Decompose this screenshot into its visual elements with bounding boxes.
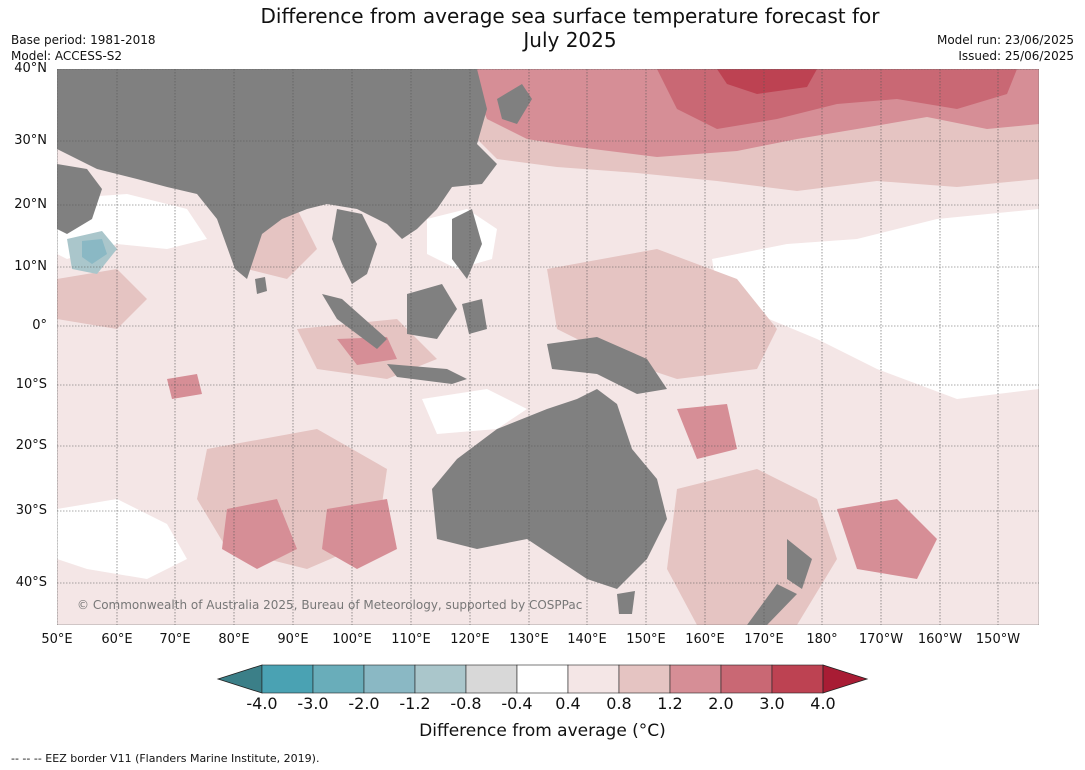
colorbar-tick-label: 0.4 bbox=[555, 694, 581, 713]
colorbar-segment bbox=[312, 664, 365, 694]
colorbar-segment bbox=[618, 664, 671, 694]
model-name: Model: ACCESS-S2 bbox=[11, 49, 123, 63]
base-period: Base period: 1981-2018 bbox=[11, 33, 156, 47]
land-java bbox=[387, 364, 467, 384]
colorbar-label: Difference from average (°C) bbox=[419, 721, 666, 741]
latitude-label: 10°N bbox=[14, 259, 47, 274]
latitude-label: 40°N bbox=[14, 61, 47, 76]
meta-right: Model run: 23/06/2025 Issued: 25/06/2025 bbox=[937, 32, 1074, 64]
colorbar-tick-label: 0.8 bbox=[606, 694, 632, 713]
anomaly-2-indian-center bbox=[322, 499, 397, 569]
eez-footnote: -- -- -- EEZ border V11 (Flanders Marine… bbox=[11, 752, 320, 765]
longitude-label: 110°E bbox=[391, 632, 431, 647]
longitude-label: 170°W bbox=[858, 632, 904, 647]
longitude-label: 50°E bbox=[41, 632, 73, 647]
warm-patch-tasman bbox=[667, 469, 837, 625]
colorbar-extend-low bbox=[216, 664, 263, 694]
colorbar-segment bbox=[465, 664, 518, 694]
latitude-label: 10°S bbox=[15, 377, 47, 392]
sst-anomaly-map: © Commonwealth of Australia 2025, Bureau… bbox=[57, 69, 1039, 625]
longitude-label: 170°E bbox=[744, 632, 784, 647]
colorbar-segment bbox=[771, 664, 824, 694]
graticule bbox=[57, 69, 1039, 625]
longitude-label: 160°E bbox=[685, 632, 725, 647]
anomaly-4-north bbox=[717, 69, 817, 94]
warm-patch-arabian bbox=[57, 269, 147, 329]
longitude-label: 120°E bbox=[450, 632, 490, 647]
longitude-label: 160°W bbox=[917, 632, 963, 647]
colorbar-tick-label: 3.0 bbox=[759, 694, 785, 713]
land-australia bbox=[432, 389, 667, 589]
land-new-guinea bbox=[547, 337, 667, 394]
longitude-label: 60°E bbox=[101, 632, 133, 647]
colorbar-segment bbox=[567, 664, 620, 694]
land-sri-lanka bbox=[255, 277, 267, 294]
colorbar-tick-label: -2.0 bbox=[348, 694, 380, 713]
landmasses bbox=[57, 69, 812, 625]
longitude-label: 100°E bbox=[332, 632, 372, 647]
colorbar-segment bbox=[261, 664, 314, 694]
longitude-label: 130°E bbox=[509, 632, 549, 647]
colorbar-segment bbox=[669, 664, 722, 694]
colorbar-tick-label: -0.8 bbox=[450, 694, 482, 713]
title-line-1: Difference from average sea surface temp… bbox=[260, 4, 880, 28]
title-line-2: July 2025 bbox=[523, 28, 617, 52]
anomaly-2-sw-indian bbox=[222, 499, 297, 569]
colorbar-segment bbox=[516, 664, 569, 694]
latitude-label: 0° bbox=[32, 318, 47, 333]
land-tasmania bbox=[617, 591, 635, 614]
latitude-label: 30°N bbox=[14, 133, 47, 148]
colorbar bbox=[216, 664, 869, 694]
colorbar-tick-label: 4.0 bbox=[810, 694, 836, 713]
colorbar-tick-label: -3.0 bbox=[297, 694, 329, 713]
longitude-label: 150°W bbox=[975, 632, 1021, 647]
colorbar-segment bbox=[363, 664, 416, 694]
land-arabia bbox=[57, 164, 102, 234]
longitude-label: 80°E bbox=[218, 632, 250, 647]
issued-date: Issued: 25/06/2025 bbox=[958, 49, 1074, 63]
colorbar-tick-label: -1.2 bbox=[399, 694, 431, 713]
neutral-wa bbox=[422, 389, 527, 434]
colorbar-extend-high bbox=[822, 664, 869, 694]
land-japan bbox=[497, 84, 532, 124]
longitude-label: 90°E bbox=[277, 632, 309, 647]
latitude-label: 20°N bbox=[14, 197, 47, 212]
anomaly-2-tasman bbox=[677, 404, 737, 459]
neutral-central-pacific bbox=[712, 209, 1039, 399]
land-asia bbox=[57, 69, 497, 279]
latitude-label: 40°S bbox=[15, 575, 47, 590]
longitude-label: 180° bbox=[806, 632, 838, 647]
colorbar-tick-label: 2.0 bbox=[708, 694, 734, 713]
anomaly-2-south-pacific bbox=[837, 499, 937, 579]
land-nz-south bbox=[747, 584, 797, 625]
latitude-label: 20°S bbox=[15, 438, 47, 453]
land-philippines bbox=[452, 209, 482, 279]
longitude-label: 150°E bbox=[626, 632, 666, 647]
colorbar-segment bbox=[720, 664, 773, 694]
meta-left: Base period: 1981-2018 Model: ACCESS-S2 bbox=[11, 32, 156, 64]
copyright-notice: © Commonwealth of Australia 2025, Bureau… bbox=[77, 598, 582, 612]
land-indochina bbox=[332, 209, 377, 284]
latitude-label: 30°S bbox=[15, 503, 47, 518]
land-sulawesi bbox=[462, 299, 487, 334]
land-sumatra bbox=[322, 294, 387, 349]
longitude-label: 70°E bbox=[159, 632, 191, 647]
neutral-south-indian bbox=[57, 499, 187, 579]
longitude-label: 140°E bbox=[567, 632, 607, 647]
colorbar-tick-label: 1.2 bbox=[657, 694, 683, 713]
land-borneo bbox=[407, 284, 457, 339]
colorbar-tick-label: -4.0 bbox=[246, 694, 278, 713]
map-title: Difference from average sea surface temp… bbox=[0, 4, 1085, 52]
land-nz-north bbox=[787, 539, 812, 589]
anomaly-2-indian-spot bbox=[167, 374, 202, 399]
cool-patch-arabian-core bbox=[82, 239, 107, 264]
colorbar-tick-label: -0.4 bbox=[501, 694, 533, 713]
model-run: Model run: 23/06/2025 bbox=[936, 33, 1074, 47]
colorbar-segment bbox=[414, 664, 467, 694]
